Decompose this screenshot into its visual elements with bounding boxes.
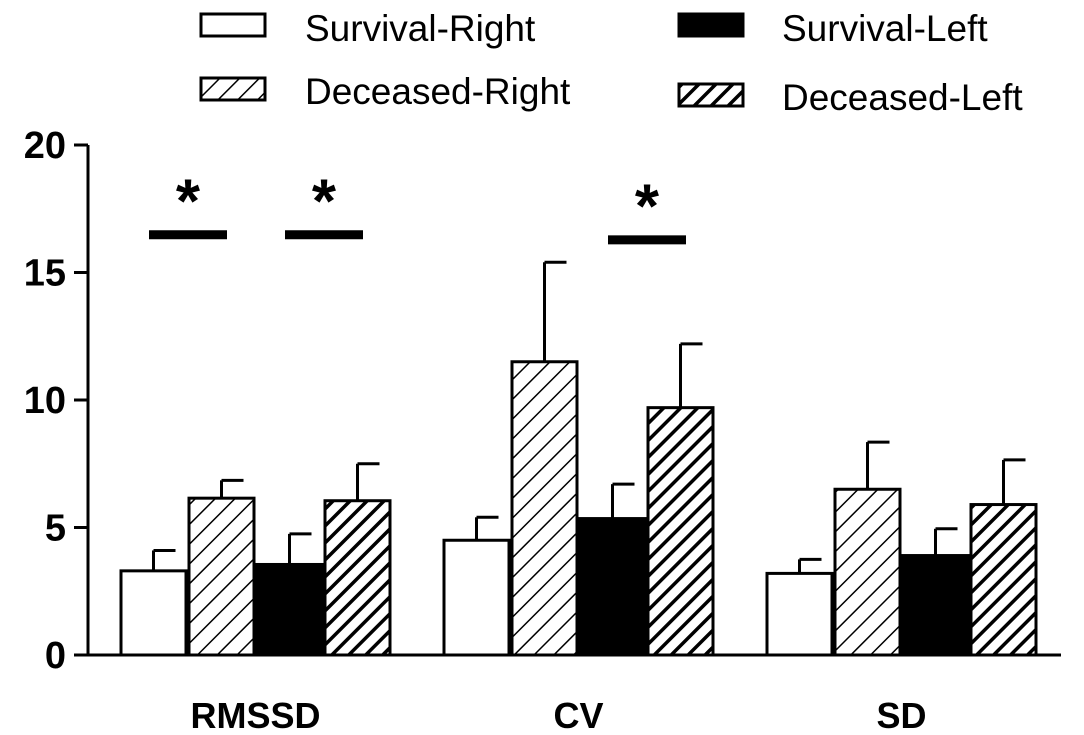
significance-annotations: * * *	[149, 167, 686, 245]
significance-star: *	[176, 167, 201, 236]
significance-bar	[149, 230, 227, 240]
legend-swatch	[199, 12, 267, 38]
legend-label: Survival-Left	[782, 8, 988, 49]
bars	[119, 360, 1038, 657]
legend-item-deceased-right: Deceased-Right	[199, 71, 571, 112]
significance-bar	[285, 230, 363, 240]
y-tick-label: 5	[45, 508, 66, 550]
bar	[187, 496, 256, 657]
significance-star: *	[312, 167, 337, 236]
legend-item-survival-right: Survival-Right	[199, 8, 536, 49]
legend-swatch	[677, 82, 745, 108]
significance-bar	[608, 235, 686, 245]
legend-swatch	[199, 76, 267, 102]
bar	[901, 554, 970, 657]
y-tick-label: 10	[24, 380, 66, 422]
legend: Survival-Right Survival-Left Deceased-Ri…	[199, 8, 1023, 118]
error-bars	[152, 260, 1026, 574]
bar	[119, 569, 188, 657]
y-tick-label: 15	[24, 253, 66, 295]
bar	[510, 360, 579, 657]
significance-star: *	[635, 172, 660, 241]
bar	[765, 571, 834, 657]
y-tick-label: 20	[24, 125, 66, 167]
bar	[578, 517, 647, 657]
legend-label: Survival-Right	[305, 8, 536, 49]
legend-label: Deceased-Right	[305, 71, 571, 112]
bar	[969, 503, 1038, 657]
legend-swatch	[677, 12, 745, 38]
legend-item-survival-left: Survival-Left	[677, 8, 988, 49]
y-tick-label: 0	[45, 635, 66, 677]
bar	[323, 499, 392, 657]
x-category-label: CV	[553, 695, 603, 735]
legend-label: Deceased-Left	[782, 77, 1023, 118]
bar	[646, 406, 715, 657]
legend-item-deceased-left: Deceased-Left	[677, 77, 1023, 118]
x-category-label: RMSSD	[190, 695, 320, 735]
x-category-label: SD	[876, 695, 926, 735]
bar	[833, 487, 902, 657]
bar	[442, 538, 511, 657]
bar	[255, 562, 324, 657]
